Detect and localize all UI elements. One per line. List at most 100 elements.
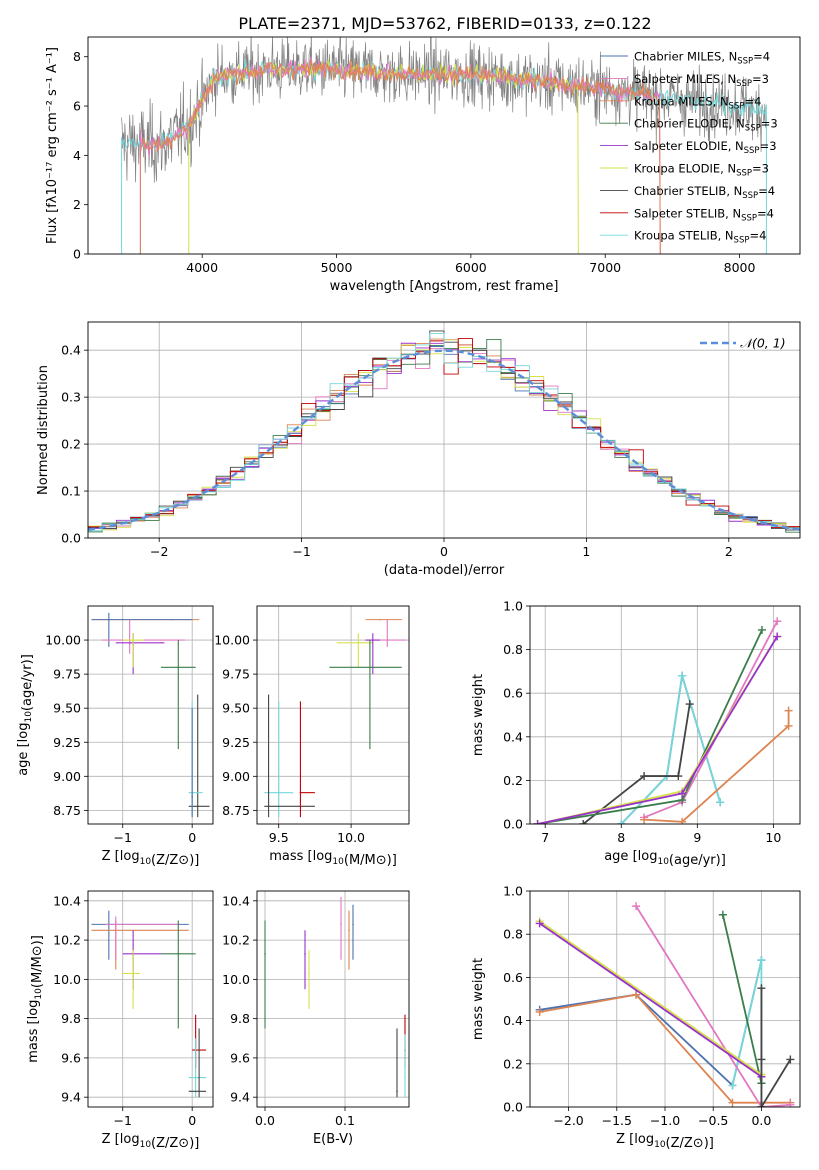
y-tick-label: 9.4 (230, 1090, 250, 1105)
x-tick-label: 10.0 (337, 830, 365, 845)
x-tick-label: 0 (440, 544, 448, 559)
data-point (267, 805, 270, 808)
data-point (372, 639, 374, 641)
y-tick-label: 1.0 (503, 884, 523, 899)
legend-entry: Kroupa STELIB, NSSP=4 (634, 229, 766, 246)
x-tick-label: 0.1 (335, 1113, 355, 1128)
y-tick-label: 9.50 (222, 701, 250, 716)
chart-mass_vs_ebv: 0.0 0.1 9.4 9.6 9.8 10.0 10.2 10.4 E(B-V) (222, 890, 410, 1147)
legend-entry: Salpeter STELIB, NSSP=4 (634, 206, 774, 223)
y-tick-label: 0.0 (503, 817, 523, 832)
y-tick-label: 0.2 (503, 773, 523, 788)
y-tick-label: 2 (73, 197, 81, 212)
y-tick-label: 9.6 (230, 1050, 250, 1065)
y-tick-label: 9.00 (53, 769, 81, 784)
series-marker (640, 815, 649, 824)
series-marker (757, 956, 766, 965)
y-axis-label: mass weight (471, 674, 486, 756)
y-tick-label: 9.8 (61, 1011, 81, 1026)
x-tick-label: 0.0 (255, 1113, 275, 1128)
y-tick-label: 8.75 (222, 803, 250, 818)
y-tick-label: 0.8 (503, 642, 523, 657)
data-point (114, 923, 117, 926)
x-tick-label: −0.5 (698, 1113, 728, 1128)
y-tick-label: 10.4 (53, 893, 81, 908)
data-point (396, 1090, 398, 1093)
data-point (132, 972, 134, 975)
series-marker (685, 700, 694, 709)
y-tick-label: 9.00 (222, 769, 250, 784)
series-marker (535, 919, 544, 928)
data-point (299, 791, 302, 794)
chart-age_vs_mass: 9.5 10.0 8.75 9.00 9.25 9.50 9.75 10.00 mass [lo… (214, 605, 410, 868)
series-marker (784, 706, 793, 715)
plot-area (264, 896, 406, 1098)
series-marker (678, 789, 687, 798)
y-tick-label: 0.2 (503, 1056, 523, 1071)
legend: Chabrier MILES, NSSP=4 Salpeter MILES, NS… (600, 50, 778, 246)
x-tick-label: 7 (541, 830, 549, 845)
plot-area (91, 612, 210, 818)
y-tick-label: 6 (73, 99, 81, 114)
series-marker (678, 671, 687, 680)
series-line-kroupa_elodie (539, 920, 762, 1076)
x-tick-label: 8000 (724, 260, 756, 275)
series-marker (640, 772, 649, 781)
axes-frame (256, 890, 410, 1108)
series-line-kroupa_miles (644, 710, 790, 823)
x-tick-label: 9.5 (269, 830, 289, 845)
x-tick-label: −1 (114, 1113, 132, 1128)
y-tick-label: 10.0 (53, 972, 81, 987)
legend-entry: Salpeter MILES, NSSP=3 (634, 72, 769, 89)
series-line-salpeter_miles (643, 620, 778, 819)
series-marker (632, 902, 641, 911)
y-tick-label: 0.4 (503, 729, 523, 744)
y-tick-label: 0.0 (503, 1100, 523, 1115)
axes-frame (87, 36, 801, 255)
x-axis-label: E(B-V) (313, 1132, 353, 1147)
plot-area (121, 37, 767, 254)
x-tick-label: −1 (292, 544, 310, 559)
y-tick-label: 0.6 (503, 686, 523, 701)
plot-area (264, 618, 407, 818)
x-tick-label: −1 (114, 830, 132, 845)
y-tick-label: 9.4 (61, 1090, 81, 1105)
series-line-chabrier_stelib (582, 703, 691, 824)
series-marker (786, 1055, 795, 1064)
data-point (304, 953, 306, 955)
series-marker (632, 990, 641, 999)
data-point (404, 1076, 406, 1079)
x-tick-label: 7000 (589, 260, 621, 275)
chart-mass_weight_vs_Z: −2.0 −1.5 −1.0 −0.5 0.0 0.0 0.2 0.4 0.6 0.8 1.0 Z [… (471, 884, 801, 1151)
series-line-chabrier_stelib (760, 988, 792, 1107)
y-tick-label: 9.6 (61, 1050, 81, 1065)
axes-frame (529, 890, 801, 1108)
x-tick-label: 2 (725, 544, 733, 559)
legend-entry: 𝒩(0, 1) (740, 336, 786, 351)
data-point (191, 795, 193, 798)
normal-curve (88, 349, 800, 531)
x-axis-label: (data-model)/error (384, 563, 505, 578)
axes-frame (529, 605, 801, 825)
observed-spectrum (121, 37, 767, 183)
series-marker (757, 1103, 766, 1107)
x-axis-label: Z [log10(Z/Z⊙)] (102, 849, 200, 868)
y-tick-label: 10.0 (222, 972, 250, 987)
series-marker (617, 820, 626, 824)
y-tick-label: 0 (73, 247, 81, 262)
y-tick-label: 0.4 (61, 343, 81, 358)
series-line-salpeter_miles (635, 905, 791, 1107)
plot-area (91, 910, 207, 1098)
y-axis-label: mass [log10(M/M⊙)] (26, 935, 45, 1063)
data-point (369, 666, 371, 669)
series-marker (757, 1055, 766, 1064)
series-marker (757, 625, 766, 634)
chart-age_vs_Z: −1 0 8.75 9.00 9.25 9.50 9.75 10.00 Z [log10(Z/Z… (16, 605, 214, 868)
data-point (196, 805, 199, 808)
y-tick-label: 9.50 (53, 701, 81, 716)
data-point (194, 1076, 197, 1079)
plot-area (533, 617, 793, 824)
x-axis-label: Z [log10(Z/Z⊙)] (616, 1132, 714, 1151)
y-tick-label: 1.0 (503, 599, 523, 614)
